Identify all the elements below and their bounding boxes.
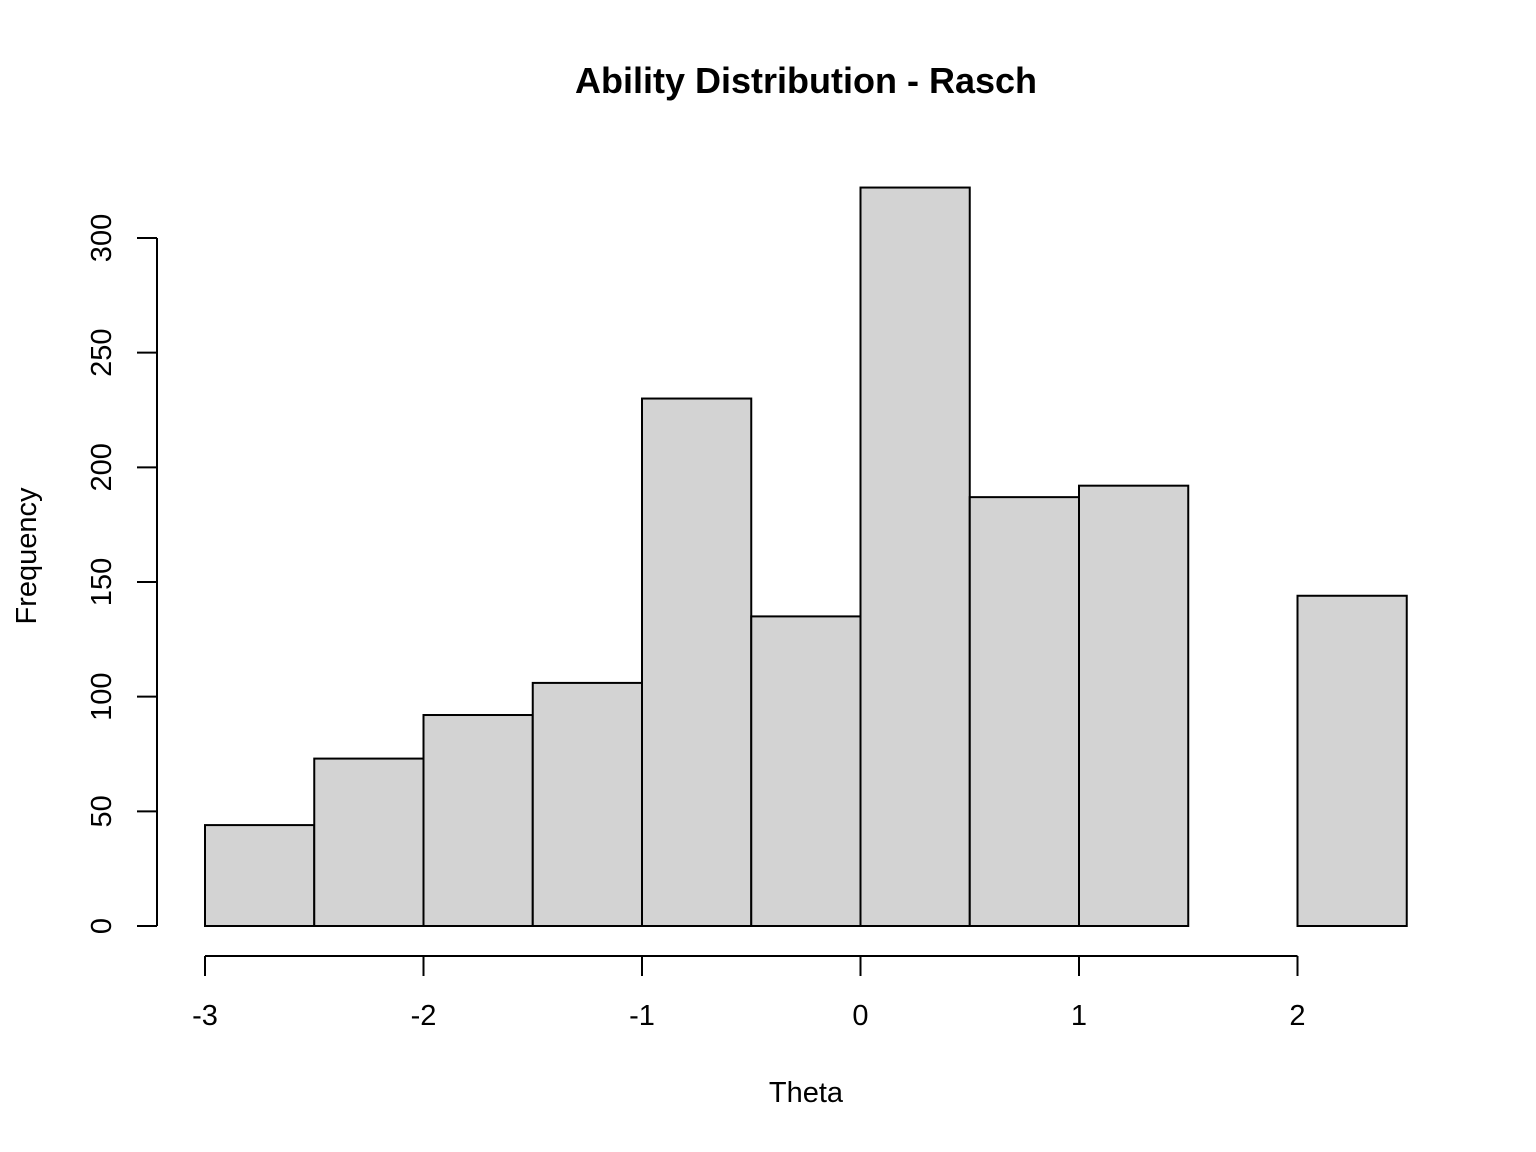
y-tick-label: 150 (86, 558, 118, 606)
y-axis: 0 50 100 150 200 250 300 (86, 214, 158, 934)
y-tick-label: 200 (86, 443, 118, 491)
x-axis-label: Theta (769, 1077, 844, 1109)
histogram-bar (750, 615, 862, 928)
y-tick-label: 50 (86, 795, 118, 827)
y-tick-label: 300 (86, 214, 118, 262)
histogram-bar (422, 714, 534, 927)
y-axis-label: Frequency (11, 487, 43, 625)
y-tick-label: 100 (86, 672, 118, 720)
x-tick-label: 1 (1071, 1000, 1087, 1032)
x-tick-label: -1 (629, 1000, 655, 1032)
x-tick-label: 0 (852, 1000, 868, 1032)
histogram-bar (531, 681, 643, 928)
chart-title: Ability Distribution - Rasch (575, 60, 1037, 101)
histogram-bar (968, 496, 1080, 927)
histogram-bar (641, 397, 753, 927)
histogram-bar (1296, 594, 1408, 927)
histogram-bar (859, 186, 971, 927)
bars-group (204, 186, 1408, 928)
histogram-bar (204, 824, 316, 927)
y-tick-label: 250 (86, 328, 118, 376)
x-tick-label: -3 (192, 1000, 218, 1032)
x-axis: -3 -2 -1 0 1 2 (192, 955, 1306, 1032)
histogram-bar (313, 757, 425, 927)
x-tick-label: 2 (1289, 1000, 1305, 1032)
histogram-bar (1078, 484, 1190, 927)
x-tick-label: -2 (411, 1000, 437, 1032)
y-tick-label: 0 (86, 918, 118, 934)
